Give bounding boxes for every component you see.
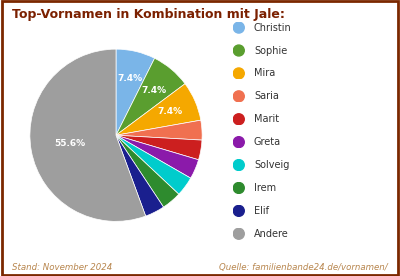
Wedge shape [116, 135, 179, 207]
Circle shape [233, 137, 244, 148]
Text: 7.4%: 7.4% [117, 74, 142, 83]
Wedge shape [116, 58, 185, 135]
Wedge shape [116, 135, 202, 160]
Text: Saria: Saria [254, 91, 279, 101]
Text: Andere: Andere [254, 229, 289, 239]
Text: Christin: Christin [254, 23, 292, 33]
Text: Greta: Greta [254, 137, 281, 147]
Text: Mira: Mira [254, 68, 275, 78]
Circle shape [233, 182, 244, 193]
Circle shape [233, 228, 244, 239]
Text: 7.4%: 7.4% [157, 107, 182, 116]
Text: Marit: Marit [254, 114, 279, 124]
Circle shape [233, 91, 244, 102]
Text: Sophie: Sophie [254, 46, 287, 55]
Wedge shape [116, 120, 202, 140]
Circle shape [233, 45, 244, 56]
Text: Irem: Irem [254, 183, 276, 193]
Circle shape [233, 205, 244, 216]
Text: Solveig: Solveig [254, 160, 289, 170]
Wedge shape [116, 135, 198, 178]
Text: Elif: Elif [254, 206, 269, 216]
Text: Top-Vornamen in Kombination mit Jale:: Top-Vornamen in Kombination mit Jale: [12, 8, 285, 21]
Wedge shape [116, 135, 164, 216]
Circle shape [233, 160, 244, 171]
Circle shape [233, 22, 244, 33]
Wedge shape [30, 49, 146, 221]
Wedge shape [116, 135, 191, 194]
Text: 55.6%: 55.6% [54, 139, 85, 148]
Wedge shape [116, 49, 155, 135]
Circle shape [233, 114, 244, 125]
Text: Stand: November 2024: Stand: November 2024 [12, 263, 112, 272]
Circle shape [233, 68, 244, 79]
Wedge shape [116, 84, 201, 135]
Text: Quelle: familienbande24.de/vornamen/: Quelle: familienbande24.de/vornamen/ [219, 263, 388, 272]
Text: 7.4%: 7.4% [141, 86, 166, 95]
